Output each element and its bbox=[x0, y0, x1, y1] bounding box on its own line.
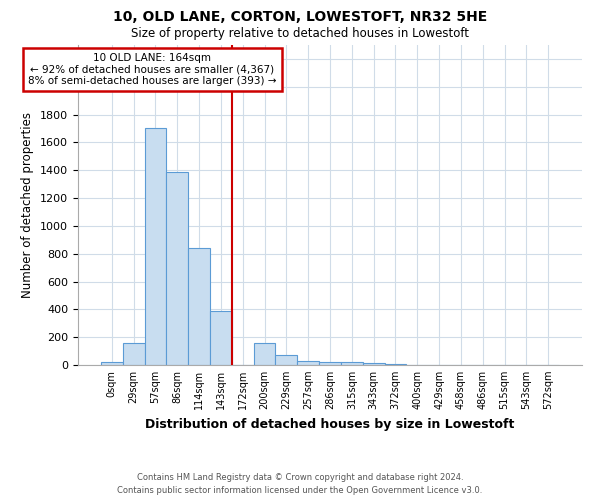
Bar bbox=[145, 128, 166, 365]
Text: 10 OLD LANE: 164sqm
← 92% of detached houses are smaller (4,367)
8% of semi-deta: 10 OLD LANE: 164sqm ← 92% of detached ho… bbox=[28, 53, 277, 86]
Text: Contains HM Land Registry data © Crown copyright and database right 2024.
Contai: Contains HM Land Registry data © Crown c… bbox=[118, 474, 482, 495]
Text: Size of property relative to detached houses in Lowestoft: Size of property relative to detached ho… bbox=[131, 28, 469, 40]
Bar bbox=[297, 361, 319, 365]
Bar bbox=[123, 344, 145, 365]
Text: 10, OLD LANE, CORTON, LOWESTOFT, NR32 5HE: 10, OLD LANE, CORTON, LOWESTOFT, NR32 5H… bbox=[113, 10, 487, 24]
Bar bbox=[275, 356, 297, 365]
Y-axis label: Number of detached properties: Number of detached properties bbox=[22, 112, 34, 298]
Bar bbox=[385, 364, 406, 365]
Bar bbox=[166, 172, 188, 365]
Bar bbox=[188, 248, 210, 365]
Bar bbox=[210, 310, 232, 365]
Bar bbox=[319, 362, 341, 365]
Bar bbox=[254, 342, 275, 365]
Bar bbox=[363, 363, 385, 365]
Bar bbox=[341, 362, 363, 365]
Bar bbox=[101, 362, 123, 365]
X-axis label: Distribution of detached houses by size in Lowestoft: Distribution of detached houses by size … bbox=[145, 418, 515, 430]
